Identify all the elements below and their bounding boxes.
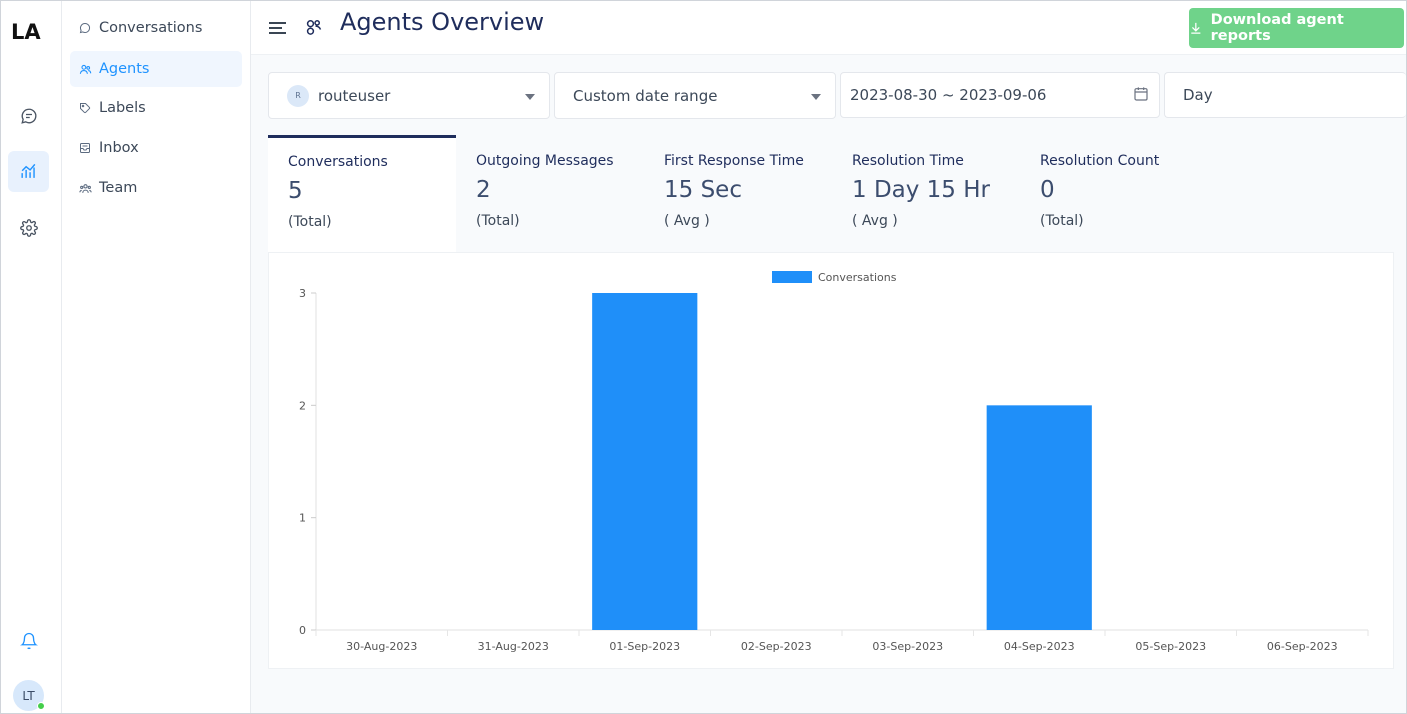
hamburger-icon — [269, 22, 286, 34]
metric-value: 0 — [1040, 177, 1055, 203]
gear-icon — [19, 218, 38, 237]
people-icon — [303, 17, 325, 39]
x-tick-label: 02-Sep-2023 — [741, 640, 812, 653]
inbox-icon — [79, 141, 93, 155]
download-agent-reports-button[interactable]: Download agent reports — [1189, 8, 1404, 48]
granularity-select[interactable]: Day — [1164, 72, 1406, 118]
app-logo[interactable]: LA — [11, 20, 41, 44]
y-tick-label: 3 — [299, 287, 306, 300]
agent-select-value: routeuser — [318, 86, 391, 105]
y-tick-label: 1 — [299, 512, 306, 525]
user-avatar[interactable]: LT — [13, 680, 44, 711]
rail-reports-button[interactable] — [8, 151, 49, 192]
team-icon — [79, 181, 93, 195]
online-status-dot — [37, 702, 45, 710]
download-button-label: Download agent reports — [1210, 12, 1344, 44]
primary-rail: LA LT — [1, 1, 62, 713]
page-title: Agents Overview — [340, 8, 545, 36]
chat-bubble-icon — [79, 21, 93, 35]
date-picker-value: 2023-08-30 ~ 2023-09-06 — [850, 86, 1047, 104]
date-picker-input[interactable]: 2023-08-30 ~ 2023-09-06 — [840, 72, 1160, 118]
metric-value: 15 Sec — [664, 177, 742, 203]
x-tick-label: 01-Sep-2023 — [609, 640, 680, 653]
sidebar-item-label: Inbox — [99, 140, 139, 156]
metric-value: 2 — [476, 177, 491, 203]
agent-avatar: R — [287, 84, 309, 107]
x-tick-label: 03-Sep-2023 — [872, 640, 943, 653]
metric-note: ( Avg ) — [664, 213, 710, 229]
menu-toggle-button[interactable] — [268, 19, 288, 37]
metric-tab-conversations[interactable]: Conversations 5 (Total) — [268, 135, 456, 252]
reports-sidebar: Conversations Agents Labels Inbox Team — [62, 1, 251, 713]
granularity-value: Day — [1183, 86, 1213, 104]
sidebar-item-label: Agents — [99, 61, 150, 77]
x-tick-label: 04-Sep-2023 — [1004, 640, 1075, 653]
people-icon — [79, 62, 93, 76]
x-tick-label: 06-Sep-2023 — [1267, 640, 1338, 653]
y-tick-label: 0 — [299, 624, 306, 637]
rail-settings-button[interactable] — [8, 207, 49, 248]
conversations-chart: 0 1 2 3 30-Aug-2023 31-Aug-2023 01-Sep-2023 02-… — [268, 252, 1394, 669]
metric-title: Outgoing Messages — [476, 153, 614, 169]
sidebar-item-label: Team — [99, 180, 138, 196]
x-tick-label: 05-Sep-2023 — [1135, 640, 1206, 653]
sidebar-item-label: Conversations — [99, 20, 203, 36]
metric-value: 5 — [288, 178, 303, 204]
legend-swatch — [772, 271, 812, 283]
agent-select[interactable]: R routeuser — [268, 72, 550, 119]
sidebar-item-conversations[interactable]: Conversations — [70, 10, 242, 46]
chart-line-icon — [21, 163, 36, 178]
metric-note: (Total) — [476, 213, 520, 229]
metric-note: (Total) — [288, 214, 332, 230]
date-range-select[interactable]: Custom date range — [554, 72, 836, 119]
metric-title: Resolution Time — [852, 153, 964, 169]
chat-bubble-icon — [20, 108, 36, 124]
rail-conversations-button[interactable] — [8, 95, 49, 136]
metric-title: Resolution Count — [1040, 153, 1160, 169]
metric-note: (Total) — [1040, 213, 1084, 229]
metrics-tabs: Conversations 5 (Total) Outgoing Message… — [268, 135, 1394, 252]
bell-icon — [19, 632, 38, 649]
metric-title: First Response Time — [664, 153, 804, 169]
page-header: Agents Overview Download agent reports — [251, 1, 1406, 55]
y-tick-label: 2 — [299, 399, 306, 412]
main-content: Agents Overview Download agent reports R… — [251, 1, 1406, 713]
chart-bar — [986, 405, 1092, 630]
sidebar-item-team[interactable]: Team — [70, 170, 242, 206]
download-icon — [1191, 22, 1201, 34]
notifications-button[interactable] — [8, 620, 49, 661]
date-range-value: Custom date range — [573, 86, 718, 105]
sidebar-item-label: Labels — [99, 100, 146, 116]
metric-tab-first-response-time[interactable]: First Response Time 15 Sec ( Avg ) — [644, 135, 832, 252]
calendar-icon — [1133, 86, 1151, 104]
bar-chart: 0 1 2 3 30-Aug-2023 31-Aug-2023 01-Sep-2023 02-… — [299, 271, 1369, 653]
metric-tab-outgoing-messages[interactable]: Outgoing Messages 2 (Total) — [456, 135, 644, 252]
legend-label: Conversations — [818, 271, 897, 284]
user-initials: LT — [22, 688, 35, 703]
tag-icon — [79, 101, 93, 115]
chevron-down-icon — [525, 94, 535, 100]
chart-bar — [592, 293, 698, 630]
metric-tab-resolution-count[interactable]: Resolution Count 0 (Total) — [1020, 135, 1208, 252]
metric-note: ( Avg ) — [852, 213, 898, 229]
x-tick-label: 30-Aug-2023 — [346, 640, 417, 653]
metric-title: Conversations — [288, 154, 388, 170]
sidebar-item-inbox[interactable]: Inbox — [70, 130, 242, 166]
metric-tab-resolution-time[interactable]: Resolution Time 1 Day 15 Hr ( Avg ) — [832, 135, 1020, 252]
chevron-down-icon — [811, 94, 821, 100]
metric-value: 1 Day 15 Hr — [852, 177, 990, 203]
sidebar-item-labels[interactable]: Labels — [70, 90, 242, 126]
x-tick-label: 31-Aug-2023 — [478, 640, 549, 653]
sidebar-item-agents[interactable]: Agents — [70, 51, 242, 87]
